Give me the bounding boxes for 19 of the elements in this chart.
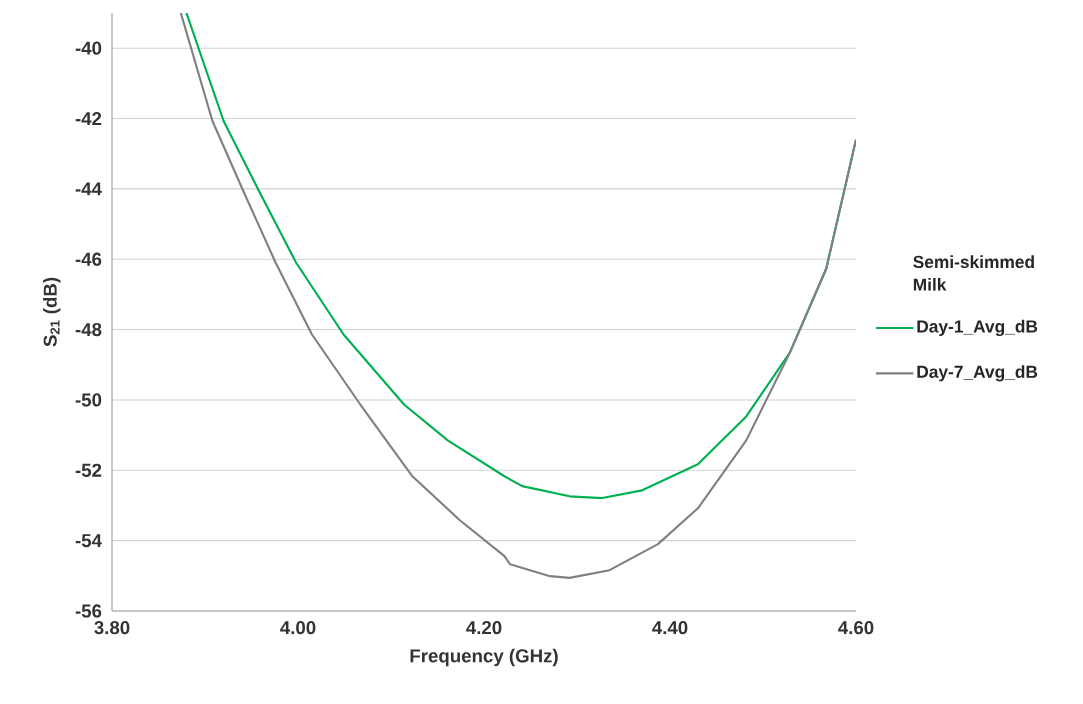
y-tick-label: -40	[75, 41, 102, 55]
x-tick-label: 4.40	[652, 621, 688, 635]
y-tick-label: -54	[75, 534, 102, 548]
legend-title: Semi-skimmed Milk	[913, 255, 1034, 291]
y-tick-label: -48	[75, 322, 102, 337]
x-tick-label: 4.60	[838, 621, 874, 635]
y-tick-label: -44	[75, 182, 102, 196]
legend-label: Day-7_Avg_dB	[917, 365, 1038, 382]
x-tick-label: 3.80	[94, 621, 130, 635]
y-tick-label: -46	[75, 252, 102, 266]
legend-label: Day-1_Avg_dB	[917, 319, 1038, 337]
x-tick-label: 4.20	[466, 621, 502, 635]
y-axis-title: S$_{21}$ (dB)	[43, 277, 61, 347]
y-tick-label: -56	[75, 604, 102, 618]
x-axis-title: Frequency (GHz)	[410, 648, 558, 667]
y-tick-label: -52	[75, 463, 102, 477]
x-tick-label: 4.00	[280, 621, 316, 635]
y-tick-label: -50	[75, 393, 102, 407]
y-tick-label: -42	[75, 111, 102, 126]
